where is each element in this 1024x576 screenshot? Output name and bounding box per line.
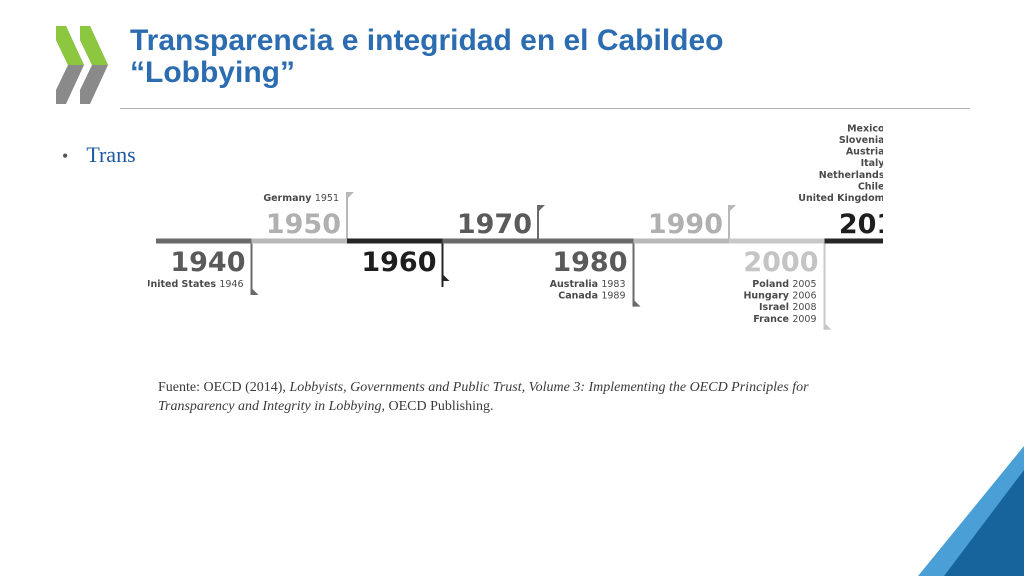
decade-label-1970: 1970: [457, 209, 532, 240]
decade-flag-1940: [251, 288, 259, 295]
event-country: Poland: [752, 279, 792, 290]
event-year: 1983: [601, 279, 625, 290]
event-country: United States: [148, 279, 219, 290]
source-prefix: Fuente: OECD (2014),: [158, 380, 290, 395]
title-line-2: “Lobbying”: [130, 56, 295, 89]
event-2010-1: Slovenia 2010: [839, 135, 883, 146]
source-suffix: , OECD Publishing.: [381, 399, 494, 414]
event-country: Canada: [558, 291, 601, 302]
axis-segment-1940: [156, 238, 252, 244]
decade-flag-1960: [442, 274, 450, 281]
decade-flag-1990: [729, 205, 736, 212]
decade-label-1940: 1940: [170, 247, 245, 278]
event-country: Israel: [759, 302, 792, 313]
event-country: Netherlands: [819, 170, 883, 181]
decade-flag-1970: [538, 205, 545, 212]
decade-flag-2000: [824, 322, 832, 330]
page-title: Transparencia e integridad en el Cabilde…: [130, 26, 970, 90]
event-2010-3: Italy 2012: [861, 158, 883, 169]
decade-label-2010: 2010: [839, 209, 883, 240]
decade-label-1990: 1990: [648, 209, 723, 240]
event-2010-2: Austria 2012: [846, 147, 883, 158]
decade-1970: 1970: [442, 205, 545, 244]
axis-segment-1980: [538, 238, 634, 244]
decade-1950: 1950 Germany 1951: [251, 192, 354, 244]
decade-1990: 1990: [633, 205, 736, 244]
event-country: Germany: [263, 193, 315, 204]
decade-label-1980: 1980: [552, 247, 627, 278]
decade-1960: 1960: [347, 238, 450, 287]
axis-segment-2000: [729, 238, 825, 244]
axis-segment-1990: [633, 238, 729, 244]
decade-label-1950: 1950: [266, 209, 341, 240]
axis-segment-1950: [251, 238, 347, 244]
oecd-chevron-logo-icon: [56, 26, 108, 104]
event-2000-3: France 2009: [753, 314, 816, 325]
event-year: 2009: [792, 314, 816, 325]
decade-2010: 2010 Mexico 2010Slovenia 2010Austria 2012…: [798, 123, 883, 244]
event-country: Austria: [846, 147, 883, 158]
axis-segment-1960: [347, 238, 443, 244]
event-year: 2005: [792, 279, 816, 290]
event-2010-4: Netherlands 2012: [819, 170, 883, 181]
title-line-1: Transparencia e integridad en el Cabilde…: [130, 24, 724, 57]
event-country: Slovenia: [839, 135, 883, 146]
event-year: 1989: [601, 291, 625, 302]
event-1940-0: United States 1946: [148, 279, 244, 290]
event-1980-1: Canada 1989: [558, 291, 625, 302]
event-2010-6: United Kingdom 2014: [798, 193, 883, 204]
event-country: France: [753, 314, 792, 325]
bullet-marker: •: [62, 146, 69, 166]
event-2000-2: Israel 2008: [759, 302, 816, 313]
axis-segment-1970: [442, 238, 538, 244]
title-divider: [120, 108, 970, 109]
decade-flag-1950: [347, 192, 354, 199]
corner-triangle-light: [918, 446, 1024, 576]
event-country: Mexico: [847, 123, 883, 134]
event-year: 1951: [315, 193, 339, 204]
event-1950-0: Germany 1951: [263, 193, 339, 204]
event-country: Australia: [550, 279, 602, 290]
event-2010-5: Chile 2014: [858, 181, 883, 192]
source-citation: Fuente: OECD (2014), Lobbyists, Governme…: [158, 378, 858, 416]
event-2000-0: Poland 2005: [752, 279, 816, 290]
event-2010-0: Mexico 2010: [847, 123, 883, 134]
event-country: Hungary: [743, 291, 792, 302]
event-2000-1: Hungary 2006: [743, 291, 816, 302]
event-country: Chile: [858, 181, 883, 192]
event-year: 2008: [792, 302, 816, 313]
bullet-text: Trans: [86, 142, 136, 167]
event-country: United Kingdom: [798, 193, 883, 204]
event-year: 2006: [792, 291, 816, 302]
event-year: 1946: [219, 279, 243, 290]
event-country: Italy: [861, 158, 883, 169]
decade-label-2000: 2000: [743, 247, 818, 278]
source-title: Lobbyists, Governments and Public Trust,…: [158, 380, 809, 414]
corner-triangle-dark: [944, 470, 1024, 576]
decade-label-1960: 1960: [361, 247, 436, 278]
bullet-item: • Trans: [62, 142, 136, 168]
event-1980-0: Australia 1983: [550, 279, 626, 290]
decade-flag-1980: [633, 299, 641, 307]
axis-segment-2010: [824, 238, 883, 244]
